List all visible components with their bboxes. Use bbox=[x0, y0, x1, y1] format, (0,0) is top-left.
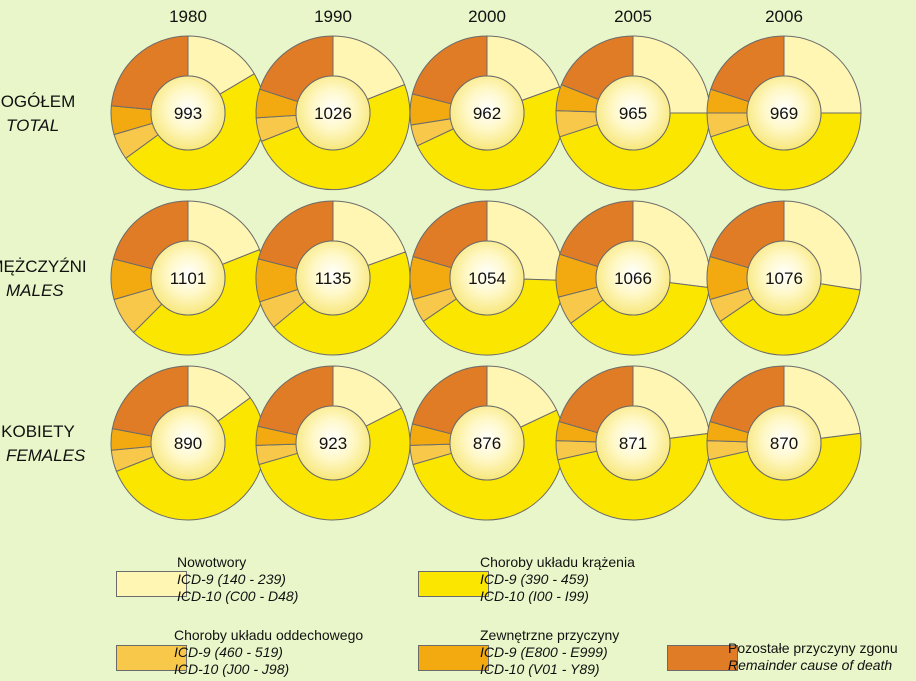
legend-title: Choroby układu krążenia bbox=[480, 554, 635, 570]
donut-center bbox=[295, 75, 371, 151]
donut-males-2006: 1076 bbox=[706, 200, 862, 356]
donut-center bbox=[449, 405, 525, 481]
legend-icd9: ICD-9 (390 - 459) bbox=[480, 571, 589, 587]
legend-label-oddechowego: Choroby układu oddechowego ICD-9 (460 - … bbox=[174, 627, 363, 678]
center-value: 876 bbox=[473, 434, 501, 453]
legend-label-nowotwory: Nowotwory ICD-9 (140 - 239) ICD-10 (C00 … bbox=[177, 554, 298, 605]
legend-icd9: ICD-9 (460 - 519) bbox=[174, 644, 283, 660]
donut-females-1990: 923 bbox=[255, 365, 411, 521]
center-value: 962 bbox=[473, 104, 501, 123]
legend-icd10: ICD-10 (I00 - I99) bbox=[480, 588, 589, 604]
center-value: 871 bbox=[619, 434, 647, 453]
legend-swatch-oddechowego bbox=[116, 645, 187, 671]
row-label-en: MALES bbox=[6, 281, 64, 300]
row-labels: OGÓŁEM TOTAL MĘŻCZYŹNI MALES KOBIETY FEMALES bbox=[0, 92, 87, 465]
donut-total-2005: 965 bbox=[555, 35, 711, 191]
row-label-pl: MĘŻCZYŹNI bbox=[0, 257, 87, 276]
legend-icd9: ICD-9 (E800 - E999) bbox=[480, 644, 608, 660]
legend-title: Zewnętrzne przyczyny bbox=[480, 627, 620, 643]
donut-males-2000: 1054 bbox=[409, 200, 565, 356]
donut-total-2006: 969 bbox=[706, 35, 862, 191]
donut-total-1990: 1026 bbox=[255, 35, 411, 191]
donut-males-2005: 1066 bbox=[555, 200, 711, 356]
year-label: 2006 bbox=[765, 7, 803, 26]
donut-females-2000: 876 bbox=[409, 365, 565, 521]
donut-total-1980: 993 bbox=[110, 35, 266, 191]
donut-center bbox=[595, 75, 671, 151]
donut-center bbox=[150, 405, 226, 481]
donut-center bbox=[449, 75, 525, 151]
legend-icd10: ICD-10 (J00 - J98) bbox=[174, 661, 290, 677]
center-value: 1054 bbox=[468, 269, 506, 288]
row-label-en: FEMALES bbox=[6, 446, 86, 465]
year-label: 1980 bbox=[169, 7, 207, 26]
year-labels: 1980 1990 2000 2005 2006 bbox=[169, 7, 803, 26]
legend-swatch-krazenia bbox=[418, 571, 489, 597]
legend-title: Pozostałe przyczyny zgonu bbox=[728, 640, 898, 656]
legend-title: Choroby układu oddechowego bbox=[174, 627, 364, 643]
center-value: 969 bbox=[770, 104, 798, 123]
donut-center bbox=[295, 405, 371, 481]
donut-center bbox=[449, 240, 525, 316]
donut-males-1980: 1101 bbox=[110, 200, 266, 356]
legend-label-pozostale: Pozostałe przyczyny zgonu Remainder caus… bbox=[728, 640, 898, 674]
donut-center bbox=[746, 405, 822, 481]
center-value: 870 bbox=[770, 434, 798, 453]
legend-swatch-nowotwory bbox=[116, 571, 187, 597]
legend-title: Nowotwory bbox=[177, 554, 247, 570]
donut-center bbox=[746, 75, 822, 151]
year-label: 1990 bbox=[314, 7, 352, 26]
center-value: 890 bbox=[174, 434, 202, 453]
year-label: 2000 bbox=[468, 7, 506, 26]
donut-center bbox=[595, 240, 671, 316]
donut-center bbox=[295, 240, 371, 316]
center-value: 923 bbox=[319, 434, 347, 453]
legend-icd10: ICD-10 (V01 - Y89) bbox=[480, 661, 600, 677]
center-value: 1101 bbox=[170, 269, 207, 288]
center-value: 1135 bbox=[315, 269, 352, 288]
donuts: 993 1026 962 965 969 1101 1135 1054 1066 1076 890 9… bbox=[110, 35, 862, 521]
center-value: 965 bbox=[619, 104, 647, 123]
legend-label-krazenia: Choroby układu krążenia ICD-9 (390 - 459… bbox=[480, 554, 635, 605]
center-value: 1066 bbox=[614, 269, 652, 288]
donut-center bbox=[746, 240, 822, 316]
donut-center bbox=[150, 75, 226, 151]
donut-total-2000: 962 bbox=[409, 35, 565, 191]
row-label-pl: KOBIETY bbox=[1, 422, 75, 441]
center-value: 1076 bbox=[765, 269, 803, 288]
year-label: 2005 bbox=[614, 7, 652, 26]
row-label-pl: OGÓŁEM bbox=[1, 92, 76, 111]
donut-females-1980: 890 bbox=[110, 365, 266, 521]
donut-center bbox=[595, 405, 671, 481]
center-value: 1026 bbox=[314, 104, 352, 123]
row-label-en: TOTAL bbox=[6, 116, 59, 135]
legend-icd9: ICD-9 (140 - 239) bbox=[177, 571, 286, 587]
legend-icd10: ICD-10 (C00 - D48) bbox=[177, 588, 299, 604]
donut-females-2006: 870 bbox=[706, 365, 862, 521]
center-value: 993 bbox=[174, 104, 202, 123]
legend-swatch-zewnetrzne bbox=[418, 645, 489, 671]
donut-center bbox=[150, 240, 226, 316]
legend-english-title: Remainder cause of death bbox=[728, 657, 893, 673]
legend-label-zewnetrzne: Zewnętrzne przyczyny ICD-9 (E800 - E999)… bbox=[480, 627, 619, 678]
donut-females-2005: 871 bbox=[555, 365, 711, 521]
donut-males-1990: 1135 bbox=[255, 200, 411, 356]
legend-swatch-pozostale bbox=[667, 645, 738, 671]
